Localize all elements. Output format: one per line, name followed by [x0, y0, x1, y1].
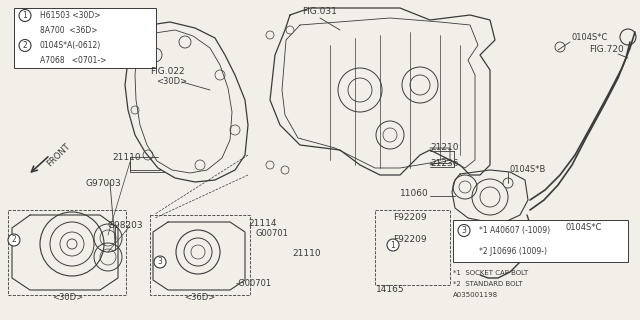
Text: 8A700  <36D>: 8A700 <36D>	[40, 26, 97, 35]
Text: F92209: F92209	[393, 236, 427, 244]
Text: <30D>: <30D>	[52, 293, 84, 302]
Text: 21114: 21114	[248, 219, 276, 228]
Text: 0104S*A(-0612): 0104S*A(-0612)	[40, 41, 101, 50]
Text: H61503 <30D>: H61503 <30D>	[40, 11, 100, 20]
Text: 3: 3	[461, 226, 467, 235]
Text: 21236: 21236	[430, 158, 458, 167]
Circle shape	[555, 42, 565, 52]
Text: G97003: G97003	[86, 179, 122, 188]
Text: A7068   <0701->: A7068 <0701->	[40, 56, 106, 65]
Text: <36D>: <36D>	[184, 293, 216, 302]
Text: 0104S*C: 0104S*C	[565, 223, 602, 233]
Circle shape	[266, 161, 274, 169]
Circle shape	[19, 10, 31, 21]
Bar	[375, 210, 450, 285]
Text: 21110: 21110	[292, 250, 321, 259]
Text: FRONT: FRONT	[45, 141, 72, 168]
Text: 14165: 14165	[376, 285, 404, 294]
Circle shape	[266, 31, 274, 39]
Text: 0104S*B: 0104S*B	[510, 165, 547, 174]
Text: 1: 1	[390, 241, 396, 250]
Circle shape	[552, 227, 564, 239]
Bar	[14, 8, 156, 68]
Circle shape	[503, 178, 513, 188]
Text: F92209: F92209	[393, 213, 427, 222]
Text: -G00701: -G00701	[236, 279, 272, 289]
Text: FIG.031: FIG.031	[303, 7, 337, 17]
Text: G98203: G98203	[108, 221, 143, 230]
Bar	[8, 210, 126, 295]
Bar	[150, 215, 250, 295]
Text: 3: 3	[157, 258, 163, 267]
Text: A035001198: A035001198	[453, 292, 498, 298]
Text: 21210: 21210	[430, 143, 458, 153]
Text: *1  SOCKET CAP BOLT: *1 SOCKET CAP BOLT	[453, 270, 528, 276]
Circle shape	[19, 39, 31, 52]
Text: 11060: 11060	[400, 189, 429, 198]
Circle shape	[387, 239, 399, 251]
Bar	[453, 220, 628, 262]
Circle shape	[154, 256, 166, 268]
Text: 2: 2	[12, 236, 17, 244]
Text: 2: 2	[22, 41, 28, 50]
Text: G00701: G00701	[255, 229, 288, 238]
Circle shape	[458, 225, 470, 236]
Circle shape	[8, 234, 20, 246]
Text: FIG.720: FIG.720	[589, 45, 624, 54]
Text: FIG.022: FIG.022	[150, 68, 184, 76]
Text: 21110: 21110	[112, 153, 141, 162]
Text: 1: 1	[22, 11, 28, 20]
Text: <30D>: <30D>	[156, 77, 188, 86]
Text: *1 A40607 (-1009): *1 A40607 (-1009)	[479, 226, 550, 235]
Text: *2  STANDARD BOLT: *2 STANDARD BOLT	[453, 281, 523, 287]
Text: 0104S*C: 0104S*C	[572, 34, 609, 43]
Text: *2 J10696 (1009-): *2 J10696 (1009-)	[479, 247, 547, 256]
Circle shape	[286, 26, 294, 34]
Circle shape	[281, 166, 289, 174]
